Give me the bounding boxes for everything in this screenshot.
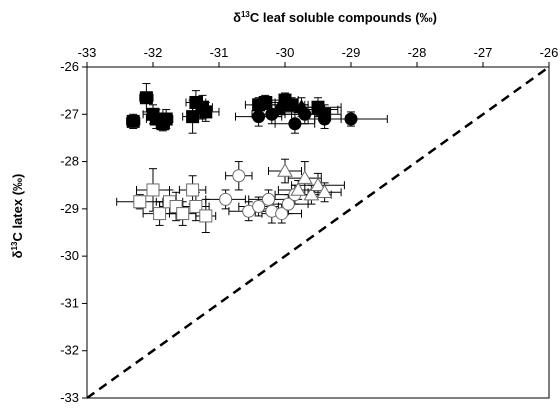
open-circle-point [262, 192, 275, 206]
y-tick-label: -31 [60, 295, 79, 310]
open-triangle-point [316, 184, 333, 199]
open-square-point [133, 195, 147, 209]
reference-line [86, 65, 550, 400]
filled-circle-point [311, 103, 325, 117]
filled-triangle-point [270, 101, 287, 116]
x-tick-label: -31 [210, 45, 229, 60]
open-square-point [153, 207, 167, 221]
open-square-point [189, 199, 203, 213]
y-axis-title: δ13C latex (‰) [10, 174, 25, 259]
open-triangle-point [310, 177, 326, 191]
filled-circle-point [288, 117, 302, 131]
y-tick-label: -29 [60, 201, 79, 216]
filled-square-point [159, 112, 173, 126]
x-tick-label: -33 [78, 45, 97, 60]
open-triangle-point [290, 181, 307, 196]
open-triangle-point [303, 186, 320, 201]
x-tick-label: -29 [342, 45, 361, 60]
x-axis-title-rest: C leaf soluble compounds (‰) [250, 10, 437, 25]
open-square-point [176, 207, 190, 221]
plot-area: -33 -32 -31 -30 -29 -28 -27 -26-33-32-31-30-29-… [60, 45, 558, 405]
x-tick-label: -30 [276, 45, 295, 60]
open-square-point [146, 183, 160, 197]
x-tick-label: -32 [144, 45, 163, 60]
x-tick-label: -26 [540, 45, 559, 60]
filled-square-point [199, 105, 213, 119]
open-circle-point [232, 169, 246, 183]
open-circle-point [281, 197, 295, 211]
x-axis-title: δ13C leaf soluble compounds (‰) [233, 10, 437, 25]
filled-square-point [126, 114, 140, 128]
filled-circle-point [252, 110, 266, 124]
open-square-point [186, 183, 200, 197]
x-tick-label: -28 [408, 45, 427, 60]
filled-square-point [186, 110, 200, 124]
open-square-point [199, 209, 213, 223]
open-circle-point [219, 192, 233, 206]
y-tick-label: -27 [60, 106, 79, 121]
open-circle-point [275, 207, 289, 221]
y-axis-title-delta: δ [10, 250, 25, 258]
x-tick-label: -27 [474, 45, 493, 60]
open-triangle-point [277, 163, 293, 177]
y-tick-label: -28 [60, 154, 79, 169]
filled-circle-point [344, 112, 358, 126]
y-axis-title-superscript: 13 [10, 241, 19, 250]
filled-triangle-point [293, 99, 310, 113]
y-axis-title-rest: C latex (‰) [10, 174, 25, 242]
filled-circle-point [318, 112, 332, 126]
x-axis-title-superscript: 13 [241, 10, 250, 19]
open-circle-point [252, 199, 266, 213]
plot-frame [86, 66, 550, 399]
open-triangle-point [296, 170, 313, 184]
filled-square-point [258, 95, 272, 109]
filled-square-point [139, 91, 153, 105]
y-tick-label: -26 [60, 59, 79, 74]
x-axis-title-delta: δ [233, 10, 241, 25]
y-tick-label: -33 [60, 390, 79, 405]
y-tick-label: -32 [60, 343, 79, 358]
y-tick-label: -30 [60, 248, 79, 263]
